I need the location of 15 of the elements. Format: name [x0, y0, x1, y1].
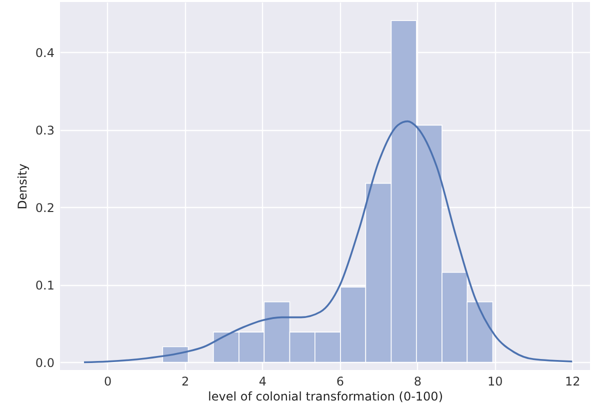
- x-tick-label: 8: [414, 374, 422, 388]
- x-tick-label: 2: [181, 374, 190, 388]
- y-tick-label: 0.2: [35, 200, 54, 215]
- line-series: [83, 120, 574, 364]
- x-tick-label: 6: [336, 374, 344, 388]
- y-tick-label: 0.4: [35, 46, 54, 60]
- x-axis-title: level of colonial transformation (0-100): [208, 390, 444, 404]
- x-tick-label: 10: [488, 374, 503, 388]
- y-tick-label: 0.1: [35, 278, 54, 292]
- x-tick-label: 4: [258, 374, 267, 388]
- y-axis-title: Density: [15, 164, 30, 210]
- x-tick-label: 12: [565, 374, 580, 388]
- x-tick-label: 0: [104, 374, 112, 388]
- y-tick-label: 0.0: [35, 356, 54, 370]
- y-tick-label: 0.3: [35, 123, 54, 138]
